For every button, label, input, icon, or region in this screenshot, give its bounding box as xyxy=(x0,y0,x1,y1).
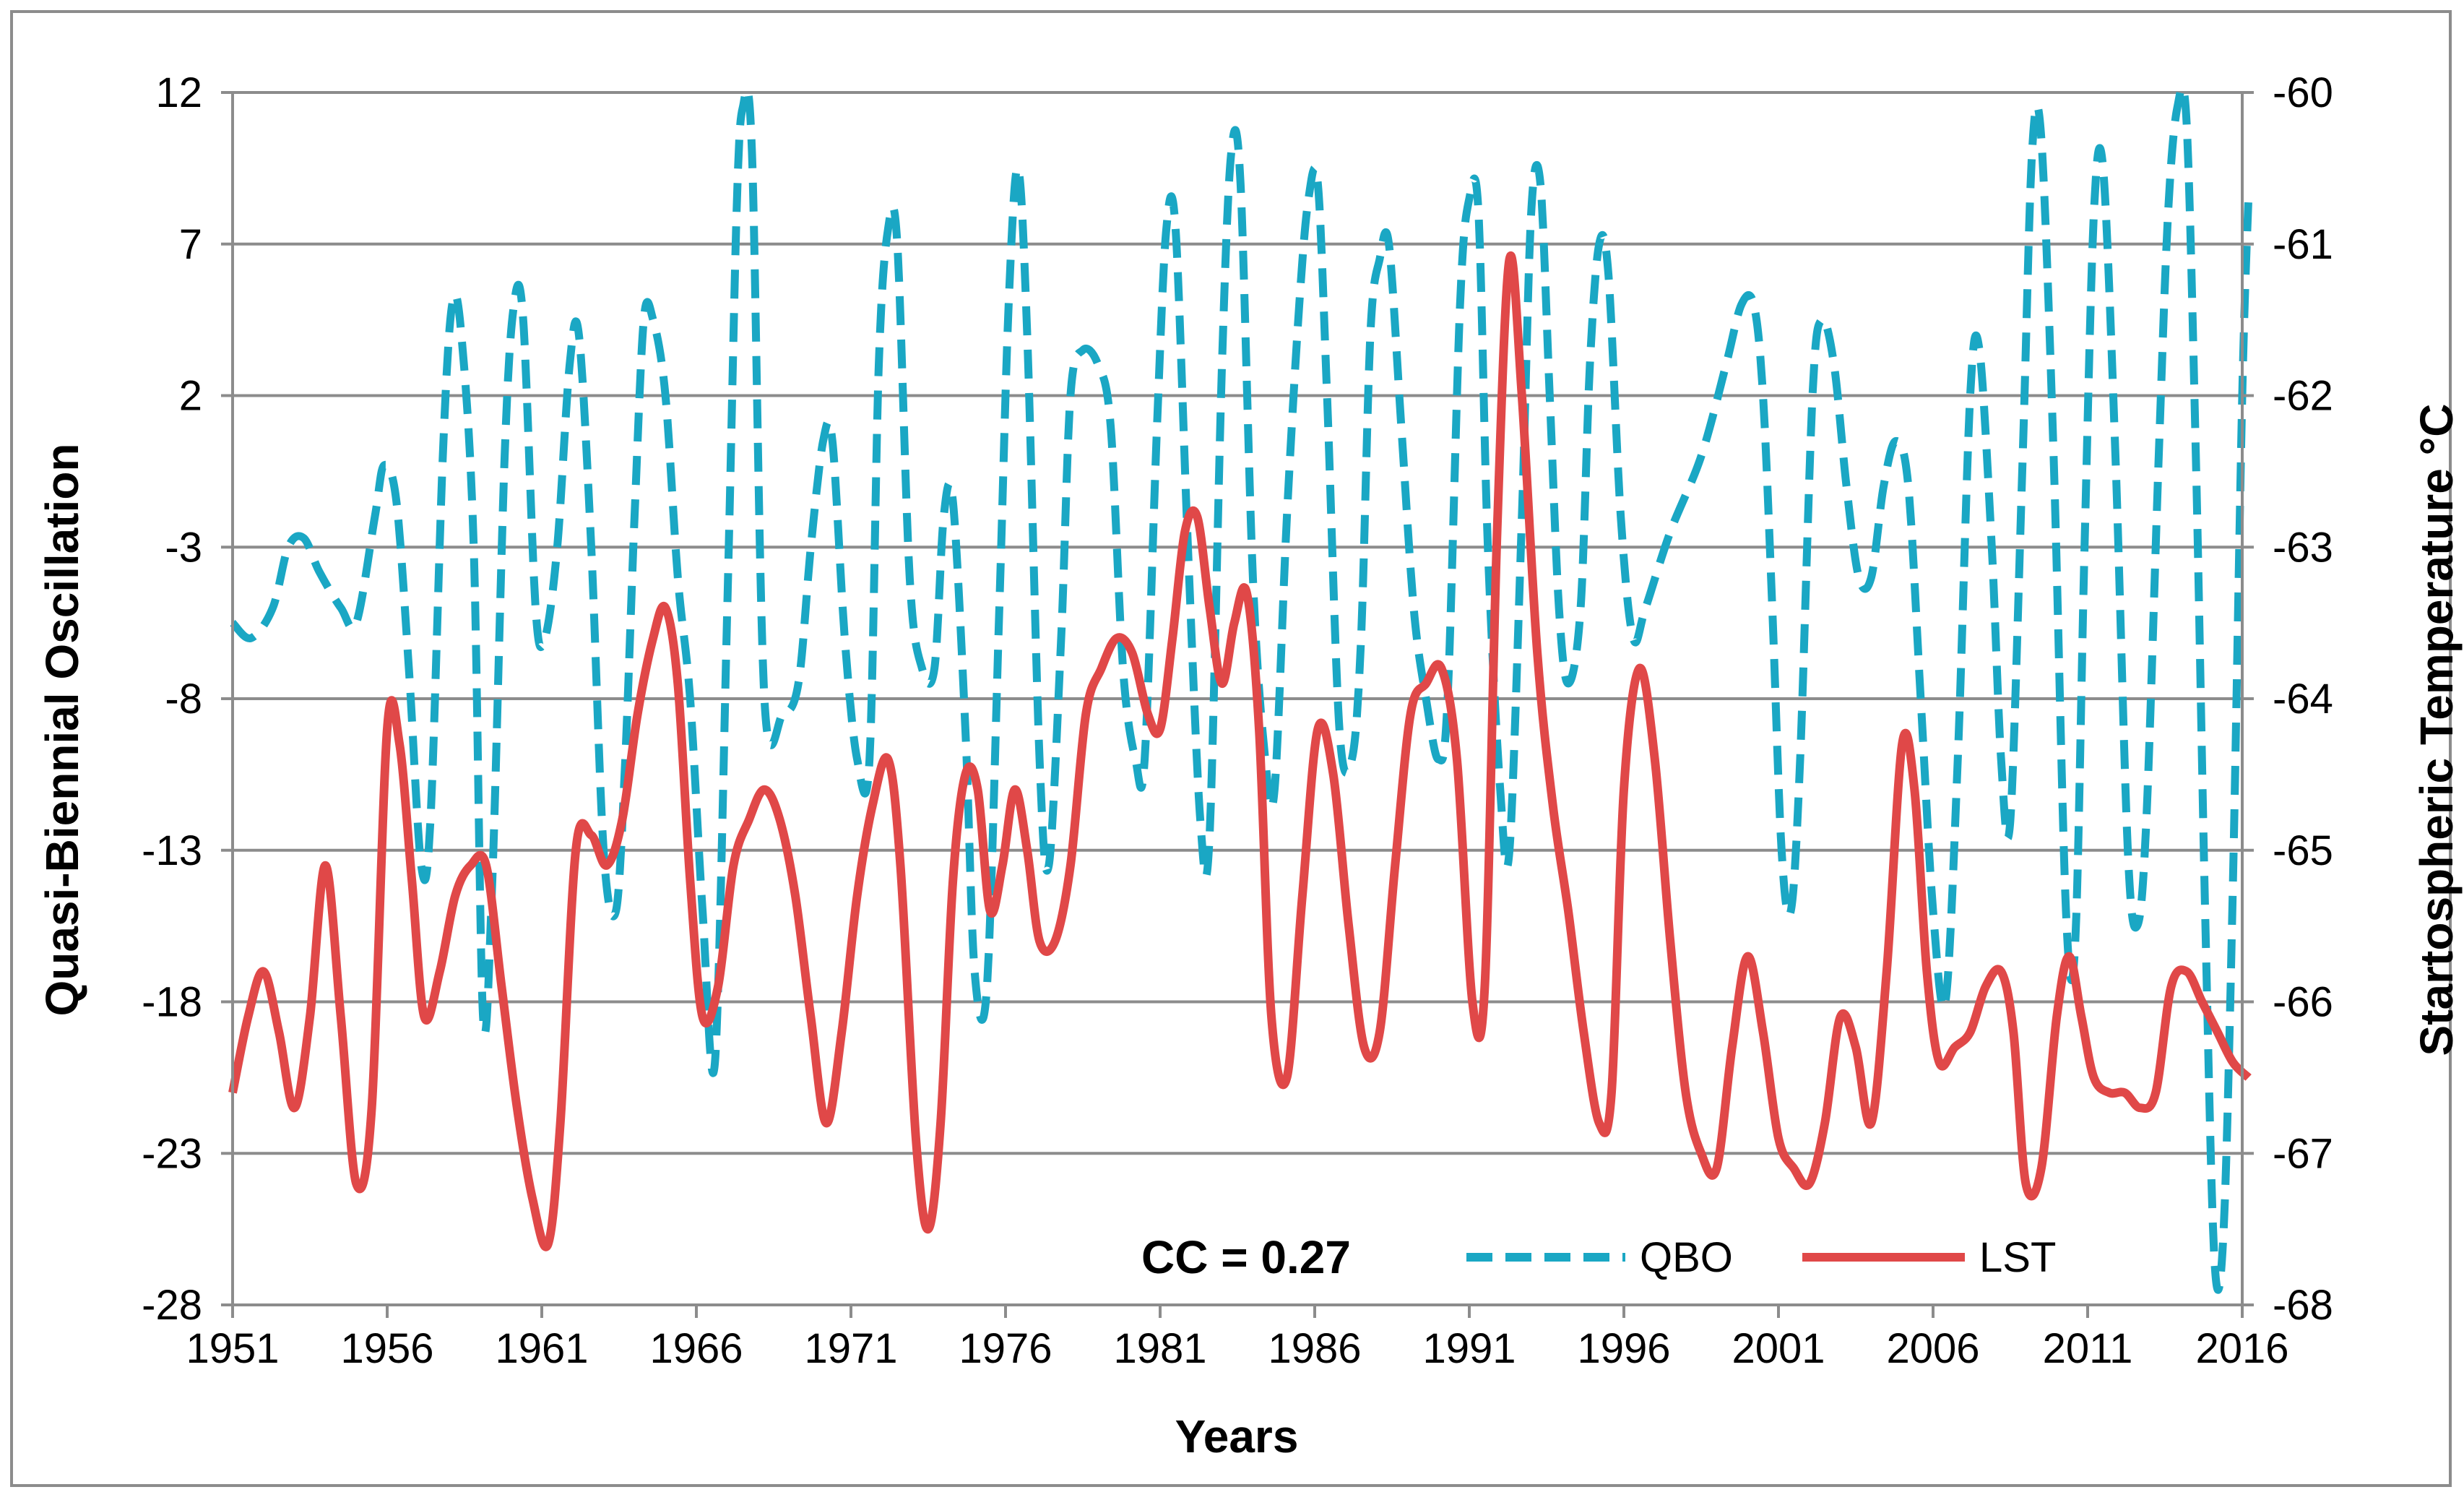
y-left-tick-label: -28 xyxy=(142,1282,202,1329)
x-tick-label: 1971 xyxy=(804,1325,897,1372)
legend-label-lst: LST xyxy=(1979,1234,2056,1281)
y-left-tick-label: 7 xyxy=(179,221,202,268)
y-left-tick-label: -13 xyxy=(142,827,202,874)
x-tick-label: 1956 xyxy=(340,1325,433,1372)
y-left-tick-label: 2 xyxy=(179,373,202,420)
x-tick-label: 1981 xyxy=(1113,1325,1206,1372)
series-line-lst xyxy=(228,251,2252,1251)
legend-label-qbo: QBO xyxy=(1640,1234,1733,1281)
y-left-tick-label: 12 xyxy=(155,69,202,116)
x-tick-label: 1976 xyxy=(959,1325,1052,1372)
y-right-tick-label: -65 xyxy=(2273,827,2333,874)
y-right-tick-label: -64 xyxy=(2273,676,2333,723)
series-layer xyxy=(228,83,2253,1294)
x-tick-label: 1951 xyxy=(186,1325,279,1372)
x-tick-label: 1986 xyxy=(1268,1325,1361,1372)
y-left-tick-label: -23 xyxy=(142,1130,202,1177)
series-line-qbo xyxy=(230,83,2253,1294)
y-right-tick-label: -62 xyxy=(2273,373,2333,420)
y-axis-right-title: Startospheric Temperature °C xyxy=(2411,404,2463,1056)
y-axis-left-title: Quasi-Biennial Oscillation xyxy=(36,443,88,1016)
x-tick-label: 1961 xyxy=(495,1325,588,1372)
y-right-tick-label: -68 xyxy=(2273,1282,2333,1329)
axes: 12 7 2 -3 -8 -13 -18 -23 -28 -60 -61 -62 -63 -64 -65 -6… xyxy=(142,69,2333,1372)
gridlines xyxy=(233,91,2242,1306)
x-tick-label: 2006 xyxy=(1886,1325,1979,1372)
legend: CC = 0.27 QBO LST xyxy=(1141,1231,2056,1283)
x-tick-label: 1966 xyxy=(649,1325,743,1372)
y-right-tick-label: -61 xyxy=(2273,221,2333,268)
x-tick-label: 1991 xyxy=(1422,1325,1516,1372)
y-left-tick-label: -3 xyxy=(165,524,202,571)
x-tick-label: 1996 xyxy=(1577,1325,1670,1372)
cc-annotation: CC = 0.27 xyxy=(1141,1231,1351,1283)
y-left-tick-label: -18 xyxy=(142,979,202,1026)
y-left-tick-label: -8 xyxy=(165,676,202,723)
y-right-tick-label: -67 xyxy=(2273,1130,2333,1177)
y-right-tick-label: -66 xyxy=(2273,979,2333,1026)
x-tick-label: 2016 xyxy=(2195,1325,2288,1372)
y-right-tick-label: -63 xyxy=(2273,524,2333,571)
y-right-tick-label: -60 xyxy=(2273,69,2333,116)
x-axis-title: Years xyxy=(1175,1410,1299,1462)
x-tick-label: 2001 xyxy=(1732,1325,1825,1372)
x-tick-label: 2011 xyxy=(2043,1325,2133,1372)
